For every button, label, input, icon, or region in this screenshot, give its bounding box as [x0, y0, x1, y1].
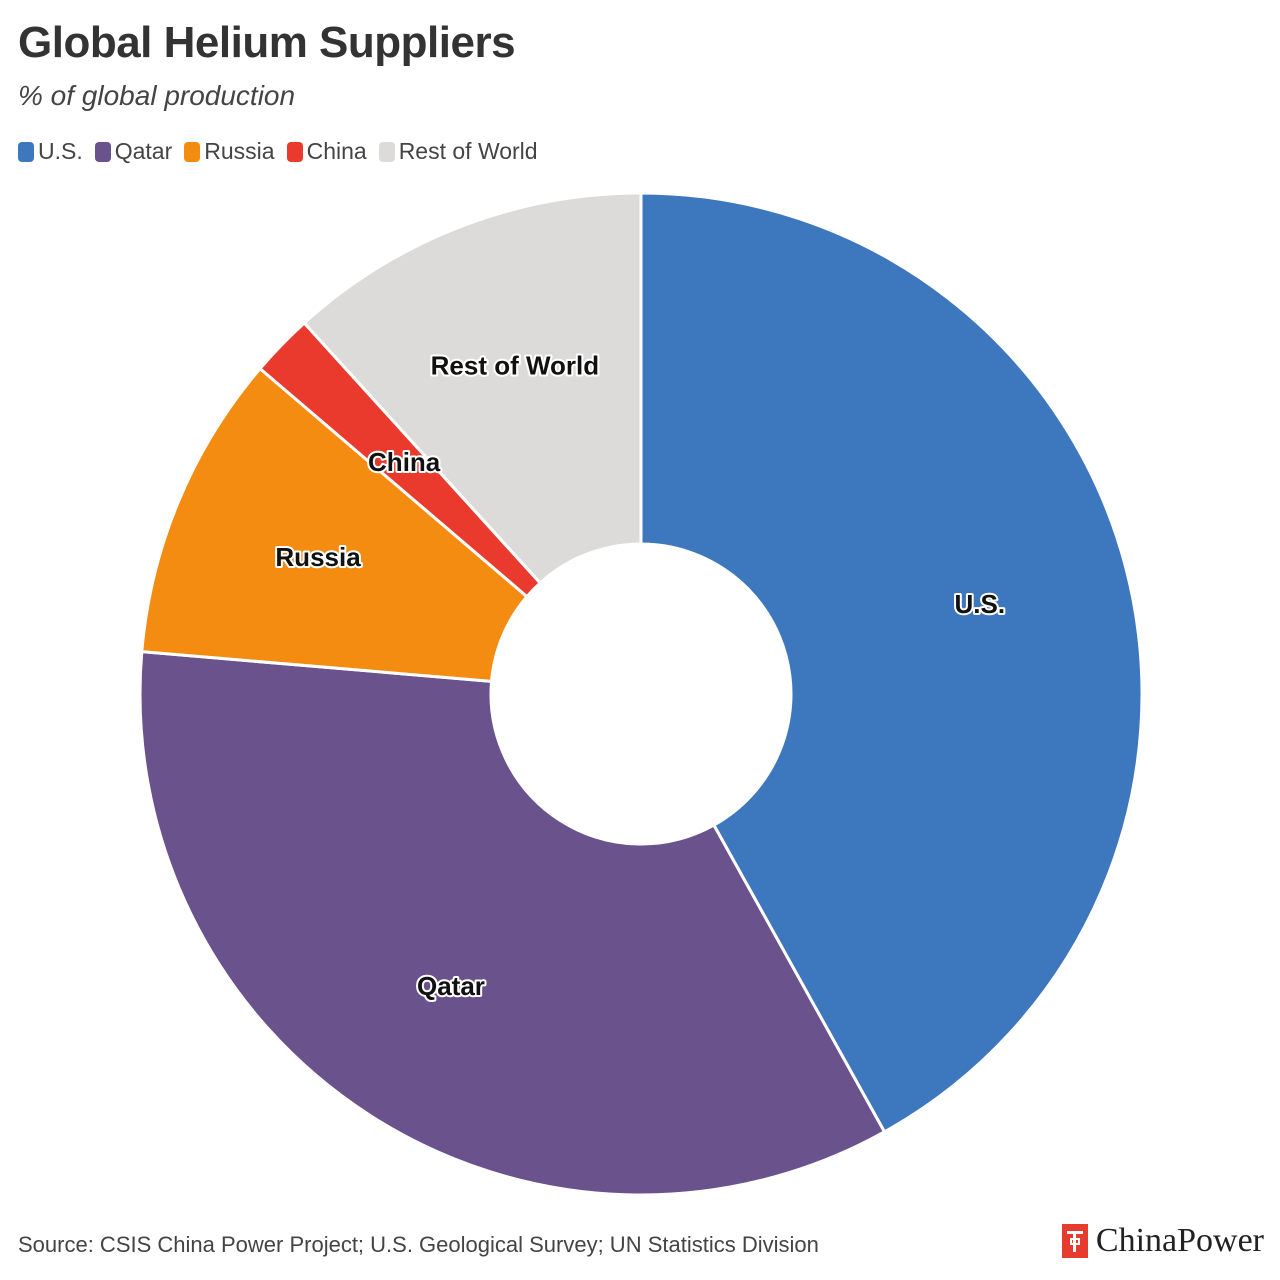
legend-item-rest-of-world: Rest of World — [378, 138, 538, 165]
donut-slices — [138, 191, 1144, 1197]
donut-slice-labels: U.S. Qatar Russia China Rest of World — [273, 348, 1007, 1002]
source-note: Source: CSIS China Power Project; U.S. G… — [18, 1232, 819, 1257]
chart-legend: U.S. Qatar Russia China Rest of World — [18, 138, 550, 165]
legend-label-qatar: Qatar — [114, 138, 173, 164]
legend-swatch-rest-of-world — [378, 141, 395, 162]
slice-russia — [140, 367, 529, 683]
legend-item-russia: Russia — [184, 138, 275, 165]
slice-label-china: China — [368, 447, 441, 477]
brand-logo: ChinaPower — [1061, 1222, 1264, 1260]
slice-label-u-s: U.S. — [955, 589, 1006, 619]
legend-item-china: China — [286, 138, 367, 165]
slice-label-qatar: Qatar — [417, 971, 485, 1001]
legend-swatch-u-s — [18, 141, 34, 162]
slice-u-s — [639, 191, 1144, 1134]
legend-swatch-russia — [184, 141, 201, 162]
legend-item-qatar: Qatar — [94, 138, 173, 165]
legend-label-rest-of-world: Rest of World — [398, 138, 538, 164]
slice-label-russia: Russia — [275, 542, 361, 572]
brand-name: ChinaPower — [1095, 1222, 1264, 1259]
legend-label-u-s: U.S. — [38, 138, 83, 164]
legend-item-u-s: U.S. — [18, 138, 83, 165]
chinapower-logo-icon — [1061, 1224, 1088, 1258]
legend-swatch-china — [286, 141, 303, 162]
legend-swatch-qatar — [94, 141, 111, 162]
slice-label-rest-of-world: Rest of World — [431, 350, 600, 380]
chart-subtitle: % of global production — [18, 80, 296, 111]
slice-qatar — [138, 650, 886, 1197]
slice-rest-of-world — [302, 191, 643, 585]
legend-label-china: China — [306, 138, 367, 164]
legend-label-russia: Russia — [204, 138, 275, 164]
chart-title: Global Helium Suppliers — [18, 18, 516, 67]
